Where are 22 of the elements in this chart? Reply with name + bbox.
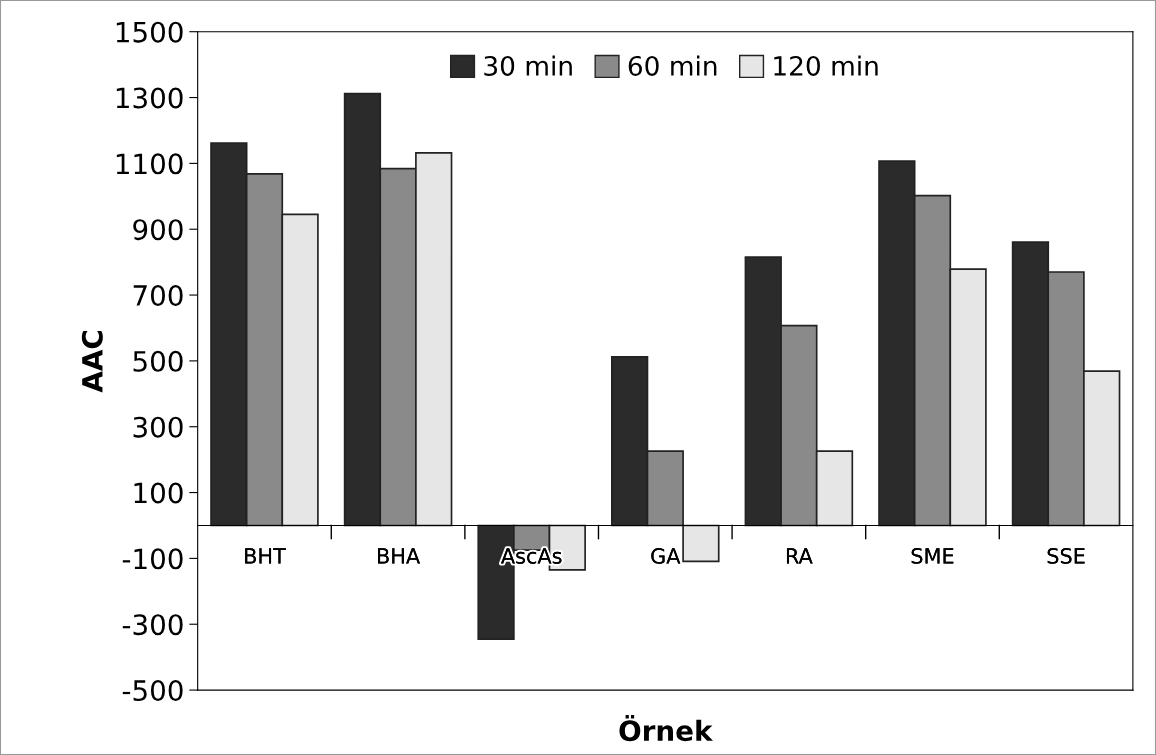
y-axis-title: AAC (81, 330, 103, 393)
y-tick-label: 900 (133, 219, 183, 241)
x-tick-label: SME (911, 548, 954, 564)
legend-label: 120 min (774, 55, 878, 76)
x-tick-label: BHT (245, 548, 286, 564)
y-tick-label: 1300 (116, 87, 183, 109)
legend-label: 30 min (484, 55, 572, 76)
y-tick-label: -100 (122, 548, 183, 570)
legend-label: 60 min (628, 55, 717, 76)
x-tick-label: BHA (378, 548, 421, 564)
y-tick-label: 300 (133, 416, 183, 438)
y-tick-label: 500 (133, 350, 183, 372)
y-tick-label: -500 (122, 680, 183, 702)
x-tick-label: SSE (1047, 548, 1085, 564)
y-tick-label: 1500 (116, 21, 183, 43)
x-axis-title: Örnek (619, 715, 714, 742)
y-tick-label: 700 (133, 284, 183, 306)
x-tick-label: GA (651, 548, 681, 564)
y-tick-label: -300 (122, 614, 183, 636)
x-tick-label: RA (786, 548, 813, 564)
y-tick-label: 1100 (116, 153, 183, 175)
y-tick-label: 100 (134, 482, 183, 504)
